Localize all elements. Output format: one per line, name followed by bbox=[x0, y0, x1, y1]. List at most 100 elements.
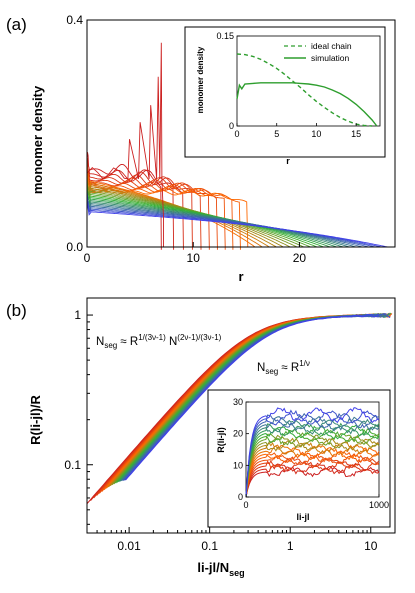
ai-xtick-label-0: 0 bbox=[234, 129, 239, 139]
a-xtick-label-0: 0 bbox=[84, 251, 91, 265]
density-profile-31 bbox=[86, 193, 382, 248]
ann1-seg: seg bbox=[104, 341, 117, 350]
panel-a-ylabel: monomer density bbox=[30, 85, 45, 194]
inset-b-curve-17 bbox=[245, 415, 380, 498]
bi-ytick-label-3: 30 bbox=[233, 397, 243, 407]
inset-b-curve-20 bbox=[245, 407, 380, 498]
scaling-curve-19 bbox=[123, 312, 391, 481]
inset-b-curve-6 bbox=[245, 450, 380, 498]
bi-xtick-label-0: 0 bbox=[243, 500, 248, 510]
density-profile-30 bbox=[86, 200, 376, 248]
panel-a-inset: monomer density r 0 5 10 15 0 0.15 ideal chai… bbox=[184, 26, 386, 166]
panel-b-xlabel-sub: seg bbox=[229, 568, 245, 578]
b-xtick-label-1: 0.1 bbox=[201, 539, 218, 553]
panel-b-inset-ylabel: R(li-jl) bbox=[216, 427, 226, 453]
panel-a-inset-ylabel: monomer density bbox=[196, 46, 205, 113]
panel-b-ylabel: R(li-jl)/R bbox=[28, 394, 43, 444]
bi-ytick-label-0: 0 bbox=[238, 492, 243, 502]
ann1-exp2: (2ν-1)/(3ν-1) bbox=[177, 333, 221, 342]
inset-b-curve-19 bbox=[245, 409, 380, 498]
inset-b-curve-18 bbox=[245, 412, 380, 498]
ann1-exp1: 1/(3ν-1) bbox=[138, 333, 166, 342]
panel-b-label: (b) bbox=[6, 301, 27, 320]
panel-a-frame bbox=[86, 19, 396, 248]
panel-b-inset-series-group bbox=[245, 407, 380, 498]
density-profile-10 bbox=[86, 176, 241, 250]
density-profile-6 bbox=[86, 159, 210, 250]
inset-b-curve-4 bbox=[245, 456, 380, 498]
panel-b-inset-frame bbox=[245, 401, 380, 498]
b-ytick-label-0: 0.1 bbox=[64, 458, 81, 472]
density-profile-29 bbox=[86, 191, 369, 248]
legend-label-ideal-chain: ideal chain bbox=[311, 41, 352, 51]
ann1-n: N bbox=[96, 336, 104, 348]
inset-b-curve-16 bbox=[245, 418, 380, 498]
inset-b-curve-15 bbox=[245, 422, 380, 498]
ai-xtick-label-3: 15 bbox=[351, 129, 361, 139]
ann2-n: N bbox=[257, 362, 265, 374]
density-profile-27 bbox=[86, 192, 357, 248]
inset-b-curve-3 bbox=[245, 460, 380, 498]
panel-a-inset-frame bbox=[236, 35, 381, 127]
panel-b-inset-xlabel: li-jl bbox=[297, 512, 310, 522]
panel-b-frame bbox=[86, 297, 396, 534]
a-xtick-label-1: 10 bbox=[187, 251, 201, 265]
panel-a-inset-axis-ticks: 0 5 10 15 0 0.15 bbox=[216, 31, 361, 139]
ann1-n2: N bbox=[166, 336, 178, 348]
density-profile-24 bbox=[86, 198, 338, 248]
panel-b-axis-ticks: 0.01 0.1 1 10 0.1 1 bbox=[64, 308, 396, 553]
legend-label-simulation: simulation bbox=[311, 53, 350, 63]
bi-ytick-label-1: 10 bbox=[233, 460, 243, 470]
panel-b-series-group bbox=[86, 312, 393, 505]
panel-b: (b) R(li-jl)/R 0.01 0.1 1 100.11 li-jl/Nseg… bbox=[6, 297, 396, 578]
density-profile-26 bbox=[86, 193, 350, 248]
inset-a-series-2 bbox=[236, 82, 378, 127]
inset-b-curve-11 bbox=[245, 434, 380, 498]
inset-b-curve-13 bbox=[245, 428, 380, 498]
panel-b-xlabel: li-jl/Nseg bbox=[197, 560, 244, 578]
panel-a-series-group bbox=[86, 42, 388, 250]
ann1-approx-r: ≈ R bbox=[117, 336, 138, 348]
panel-a-xlabel: r bbox=[238, 269, 243, 284]
density-profile-28 bbox=[86, 198, 363, 248]
inset-b-curve-12 bbox=[245, 431, 380, 498]
panel-a-axis-ticks: 0 10 20 0.0 0.4 bbox=[66, 13, 306, 265]
inset-b-curve-10 bbox=[245, 437, 380, 498]
panel-a: (a) monomer density 0 10 20 0.0 0.4 r monome… bbox=[6, 13, 396, 284]
scaling-annotation-1: Nseg ≈ R1/(3ν-1) N(2ν-1)/(3ν-1) bbox=[96, 333, 222, 350]
panel-a-inset-legend: ideal chain simulation bbox=[284, 41, 352, 63]
panel-a-label: (a) bbox=[6, 15, 27, 34]
panel-a-inset-series-group bbox=[236, 53, 378, 127]
ai-ytick-label-0: 0 bbox=[229, 121, 234, 131]
panel-a-inset-xlabel: r bbox=[286, 156, 290, 166]
a-ytick-label-0: 0.0 bbox=[66, 240, 83, 254]
scaling-curve-20 bbox=[124, 313, 380, 481]
panel-b-inset-axis-ticks: 0 1000 0 10 20 30 bbox=[233, 397, 389, 510]
inset-b-curve-7 bbox=[245, 447, 380, 498]
ann2-seg: seg bbox=[265, 367, 278, 376]
bi-ytick-label-2: 20 bbox=[233, 429, 243, 439]
ann2-exp: 1/ν bbox=[299, 359, 310, 368]
density-profile-32 bbox=[86, 201, 388, 248]
b-ytick-label-1: 1 bbox=[74, 308, 81, 322]
ai-ytick-label-1: 0.15 bbox=[216, 31, 234, 41]
panel-b-inset: R(li-jl) li-jl 0 1000 0 10 20 30 bbox=[207, 389, 391, 528]
ai-xtick-label-2: 10 bbox=[311, 129, 321, 139]
inset-a-series-1 bbox=[236, 53, 373, 127]
density-profile-4 bbox=[86, 154, 193, 250]
density-profile-25 bbox=[86, 198, 344, 248]
panel-b-inset-box bbox=[207, 389, 391, 528]
panel-b-xlabel-main: li-jl/N bbox=[197, 560, 229, 575]
a-ytick-label-1: 0.4 bbox=[66, 13, 83, 27]
density-profile-peak bbox=[86, 42, 164, 247]
ai-xtick-label-1: 5 bbox=[274, 129, 279, 139]
ann2-approx-r: ≈ R bbox=[278, 362, 299, 374]
a-xtick-label-2: 20 bbox=[293, 251, 307, 265]
panel-a-inset-box bbox=[184, 26, 386, 158]
b-xtick-label-3: 10 bbox=[364, 539, 378, 553]
inset-b-curve-1 bbox=[245, 466, 380, 498]
scaling-annotation-2: Nseg ≈ R1/ν bbox=[257, 359, 310, 376]
bi-xtick-label-1: 1000 bbox=[369, 500, 389, 510]
b-xtick-label-0: 0.01 bbox=[117, 539, 141, 553]
